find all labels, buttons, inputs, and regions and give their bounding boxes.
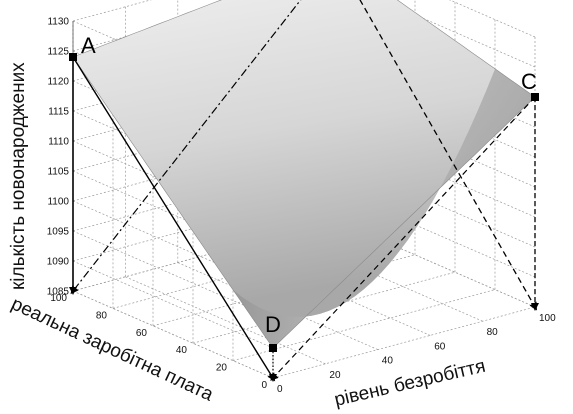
line-c-to-floor-d bbox=[270, 96, 536, 381]
surface-outline bbox=[72, 0, 536, 349]
back-wall-grid-line bbox=[72, 159, 336, 232]
floor-grid-line bbox=[192, 271, 456, 344]
x-tick-label: 80 bbox=[487, 327, 499, 338]
z-tick-label: 1110 bbox=[48, 137, 69, 148]
z-tick-label: 1100 bbox=[47, 197, 69, 208]
corner-point-a bbox=[69, 53, 77, 61]
z-tick-label: 1115 bbox=[48, 107, 69, 118]
line-a-to-floor-d bbox=[72, 56, 276, 382]
back-wall-grid-line bbox=[72, 99, 336, 172]
x-tick-label: 20 bbox=[329, 370, 341, 381]
side-wall-grid-line bbox=[449, 0, 536, 38]
back-wall-grid-line bbox=[72, 219, 336, 292]
corner-point-c bbox=[531, 93, 539, 101]
z-tick-label: 1120 bbox=[47, 77, 69, 88]
back-wall-grid-line bbox=[72, 69, 336, 142]
z-tick-label: 1095 bbox=[47, 227, 70, 238]
x-tick-label: 40 bbox=[382, 356, 394, 367]
z-tick-label: 1085 bbox=[47, 287, 70, 298]
side-wall-grid-line bbox=[380, 0, 536, 68]
floor-grid-line bbox=[112, 237, 376, 309]
back-wall-grid-line bbox=[72, 189, 336, 262]
y-tick-label: 60 bbox=[136, 328, 148, 339]
corner-points: ABCD bbox=[69, 33, 539, 352]
z-tick-label: 1090 bbox=[47, 257, 70, 268]
back-wall-grid-line bbox=[72, 0, 152, 22]
y-tick-label: 100 bbox=[50, 293, 67, 304]
y-tick-label: 40 bbox=[176, 345, 188, 356]
corner-label-a: A bbox=[81, 33, 96, 58]
corner-label-c: C bbox=[521, 69, 537, 94]
floor-grid-line bbox=[152, 254, 416, 327]
y-tick-label: 80 bbox=[96, 310, 108, 321]
y-tick-label: 0 bbox=[261, 380, 267, 391]
side-wall-grid-line bbox=[72, 230, 274, 319]
surface bbox=[72, 0, 536, 349]
connector-lines bbox=[69, 0, 539, 382]
line-b-to-floor-c bbox=[359, 0, 537, 311]
z-axis-title: кількість новонароджених bbox=[8, 62, 29, 290]
line-b-to-floor-a bbox=[70, 0, 302, 295]
y-tick-label: 20 bbox=[216, 363, 228, 374]
side-wall-grid-line bbox=[72, 260, 274, 349]
z-tick-label: 1125 bbox=[47, 47, 69, 58]
corner-label-d: D bbox=[265, 312, 281, 337]
x-axis-title: рівень безробіття bbox=[332, 356, 487, 411]
x-tick-label: 0 bbox=[277, 384, 283, 395]
floor-grid-line bbox=[125, 276, 326, 365]
x-tick-label: 60 bbox=[434, 341, 446, 352]
z-tick-label: 1130 bbox=[47, 17, 69, 28]
x-tick-label: 100 bbox=[539, 313, 556, 324]
back-wall-grid-line bbox=[72, 0, 263, 52]
corner-point-d bbox=[269, 344, 277, 352]
tick-labels: 1085 1090 1095 1100 1105 1110 1115 1120 1125 1130… bbox=[47, 17, 556, 396]
surface-front-shade bbox=[233, 68, 535, 349]
z-tick-label: 1105 bbox=[47, 167, 69, 178]
surface-upper bbox=[73, 0, 495, 317]
back-wall-grid-line bbox=[72, 129, 336, 202]
side-wall-grid-line bbox=[72, 290, 274, 379]
floor-grid-line bbox=[272, 306, 536, 379]
